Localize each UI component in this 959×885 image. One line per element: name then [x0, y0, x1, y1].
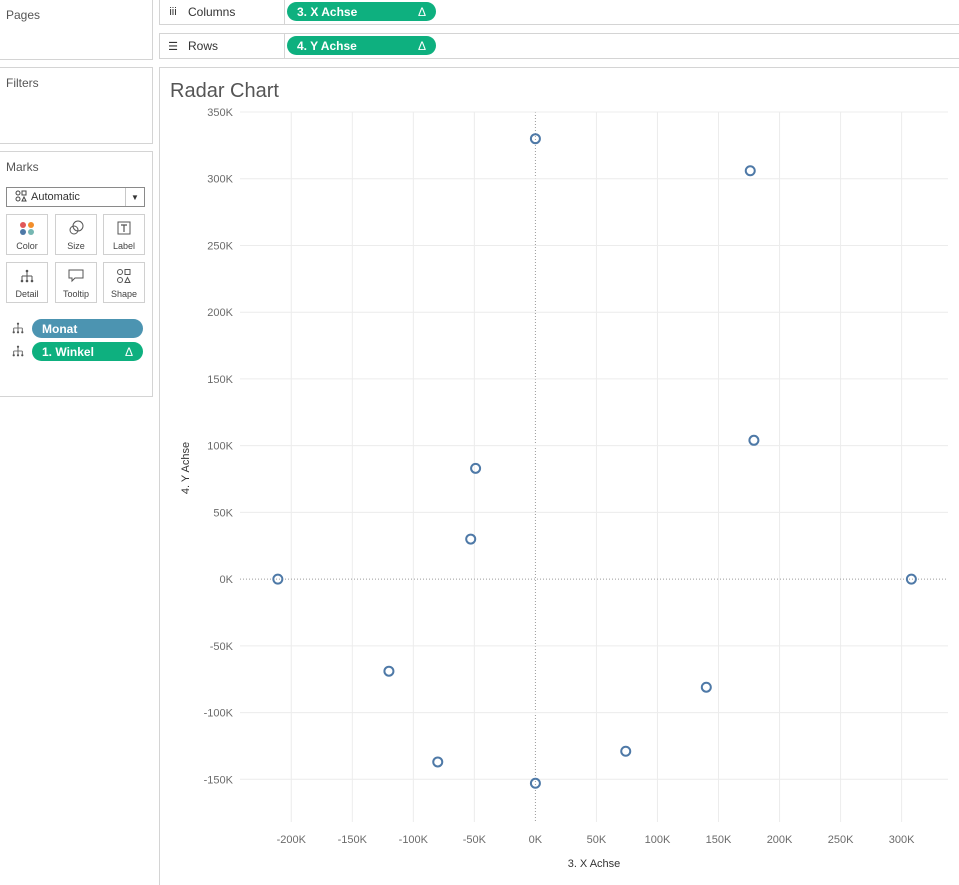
data-point[interactable] — [529, 133, 541, 145]
y-axis-title: 4. Y Achse — [180, 442, 192, 494]
pages-card: Pages — [0, 0, 153, 60]
x-tick-label: 50K — [587, 834, 607, 846]
color-dots-icon — [19, 218, 35, 238]
data-point[interactable] — [748, 434, 760, 446]
x-tick-label: -200K — [277, 834, 307, 846]
y-tick-label: 250K — [207, 240, 233, 252]
data-point[interactable] — [620, 745, 632, 757]
filters-card[interactable]: Filters — [0, 67, 153, 144]
data-point[interactable] — [432, 756, 444, 768]
x-axis-title: 3. X Achse — [568, 858, 621, 870]
monat-field-pill[interactable]: Monat — [32, 319, 143, 338]
x-tick-label: 250K — [828, 834, 854, 846]
y-tick-label: 0K — [220, 574, 234, 586]
size-button[interactable]: Size — [55, 214, 97, 255]
data-point[interactable] — [744, 165, 756, 177]
detail-button[interactable]: Detail — [6, 262, 48, 303]
chart-title: Radar Chart — [170, 80, 279, 102]
shape-button-label: Shape — [110, 289, 138, 299]
marks-card: Marks Automatic ▼ Color Size Label Detai… — [0, 151, 153, 397]
y-achse-pill[interactable]: 4. Y Achse Δ — [287, 36, 436, 55]
label-button-label: Label — [112, 241, 136, 251]
y-tick-label: -150K — [204, 774, 234, 786]
mark-type-value: Automatic — [31, 191, 80, 203]
shapes-icon — [15, 190, 27, 205]
grid-layer — [240, 111, 948, 822]
y-achse-pill-label: 4. Y Achse — [297, 38, 357, 53]
size-icon — [68, 218, 84, 238]
color-button-label: Color — [16, 241, 38, 251]
pages-card-title: Pages — [6, 8, 41, 22]
data-point[interactable] — [905, 573, 917, 585]
delta-icon: Δ — [124, 344, 133, 359]
winkel-field-label: 1. Winkel — [42, 344, 94, 359]
size-button-label: Size — [67, 241, 85, 251]
delta-icon: Δ — [417, 4, 426, 19]
point-layer — [272, 133, 917, 789]
y-tick-label: 350K — [207, 107, 233, 119]
x-tick-label: 300K — [889, 834, 915, 846]
columns-shelf[interactable]: iii Columns 3. X Achse Δ — [159, 0, 959, 25]
color-button[interactable]: Color — [6, 214, 48, 255]
rows-shelf-label: Rows — [188, 39, 219, 53]
columns-shelf-label-box: iii Columns — [160, 0, 285, 24]
x-tick-label: 200K — [767, 834, 793, 846]
detail-button-label: Detail — [15, 289, 39, 299]
data-point[interactable] — [465, 533, 477, 545]
detail-icon — [20, 266, 34, 286]
y-tick-label: 50K — [213, 507, 233, 519]
label-button[interactable]: Label — [103, 214, 145, 255]
rows-shelf[interactable]: ☰ Rows 4. Y Achse Δ — [159, 33, 959, 59]
label-icon — [117, 218, 131, 238]
columns-icon: iii — [169, 6, 177, 18]
mark-type-dropdown[interactable]: Automatic ▼ — [6, 187, 145, 207]
data-point[interactable] — [529, 777, 541, 789]
axis-layer: -200K -150K -100K -50K 0K 50K 100K 150K 200K 250K… — [204, 107, 915, 846]
winkel-field-pill[interactable]: 1. Winkel Δ — [32, 342, 143, 361]
y-tick-label: -100K — [204, 708, 234, 720]
detail-icon — [12, 345, 24, 360]
chevron-down-icon[interactable]: ▼ — [125, 188, 144, 206]
tooltip-button-label: Tooltip — [62, 289, 89, 299]
monat-field-label: Monat — [42, 321, 78, 336]
x-tick-label: -100K — [399, 834, 429, 846]
y-tick-label: -50K — [210, 641, 234, 653]
y-tick-label: 200K — [207, 307, 233, 319]
shape-icon — [116, 266, 132, 286]
marks-card-title: Marks — [6, 160, 39, 174]
x-tick-label: 0K — [529, 834, 543, 846]
x-tick-label: -150K — [338, 834, 368, 846]
x-achse-pill-label: 3. X Achse — [297, 4, 358, 19]
columns-shelf-label: Columns — [188, 5, 236, 19]
data-point[interactable] — [272, 573, 284, 585]
x-tick-label: -50K — [463, 834, 487, 846]
shape-button[interactable]: Shape — [103, 262, 145, 303]
y-tick-label: 100K — [207, 441, 233, 453]
rows-shelf-label-box: ☰ Rows — [160, 34, 285, 58]
y-tick-label: 300K — [207, 174, 233, 186]
rows-icon: ☰ — [168, 40, 178, 53]
detail-icon — [12, 322, 24, 337]
data-point[interactable] — [700, 681, 712, 693]
data-point[interactable] — [383, 665, 395, 677]
delta-icon: Δ — [417, 38, 426, 53]
x-achse-pill[interactable]: 3. X Achse Δ — [287, 2, 436, 21]
view-area — [159, 67, 959, 885]
y-tick-label: 150K — [207, 374, 233, 386]
data-point[interactable] — [470, 462, 482, 474]
tooltip-button[interactable]: Tooltip — [55, 262, 97, 303]
tooltip-icon — [68, 266, 84, 286]
x-tick-label: 150K — [706, 834, 732, 846]
x-tick-label: 100K — [645, 834, 671, 846]
filters-card-title: Filters — [6, 76, 39, 90]
